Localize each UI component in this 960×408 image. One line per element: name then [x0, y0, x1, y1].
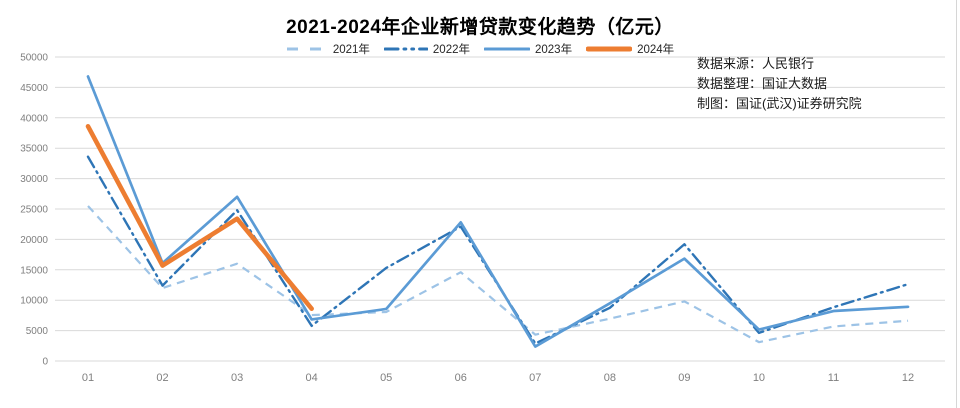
x-tick-label: 04 — [306, 372, 318, 384]
legend-item-2022: 2022年 — [383, 41, 470, 57]
x-tick-label: 09 — [678, 372, 690, 384]
y-tick-label: 25000 — [20, 205, 48, 216]
x-tick-label: 12 — [902, 372, 914, 384]
chart-legend: 2021年 2022年 2023年 2024年 — [0, 41, 960, 57]
source-annotation: 数据来源：人民银行 数据整理：国证大数据 制图：国证(武汉)证券研究院 — [697, 54, 862, 114]
right-edge-divider — [956, 0, 957, 408]
legend-line-sample-2021 — [286, 47, 327, 51]
legend-line-sample-2022 — [383, 47, 428, 51]
y-tick-label: 40000 — [20, 113, 48, 124]
x-tick-label: 11 — [828, 372, 839, 384]
y-tick-label: 15000 — [20, 265, 48, 276]
x-tick-label: 03 — [231, 372, 243, 384]
y-tick-label: 35000 — [20, 144, 48, 155]
legend-line-sample-2024 — [586, 46, 633, 52]
y-tick-label: 10000 — [20, 296, 48, 307]
y-tick-label: 5000 — [26, 326, 49, 337]
legend-item-2023: 2023年 — [484, 41, 572, 57]
x-tick-label: 10 — [753, 372, 765, 384]
x-tick-label: 05 — [380, 372, 392, 384]
y-tick-label: 0 — [42, 357, 48, 368]
x-tick-label: 08 — [604, 372, 616, 384]
data-source-line: 数据来源：人民银行 — [697, 56, 815, 71]
legend-item-2021: 2021年 — [286, 41, 370, 57]
x-tick-label: 02 — [156, 372, 168, 384]
y-tick-label: 45000 — [20, 83, 48, 94]
series-line-2021 — [87, 205, 909, 344]
legend-line-sample-2023 — [484, 47, 530, 51]
y-tick-label: 20000 — [20, 235, 48, 246]
legend-label-2024: 2024年 — [637, 44, 675, 56]
legend-item-2024: 2024年 — [586, 41, 674, 57]
series-line-2022 — [86, 155, 910, 345]
legend-label-2023: 2023年 — [535, 44, 573, 56]
x-tick-label: 07 — [529, 372, 541, 384]
x-tick-label: 06 — [455, 372, 467, 384]
y-tick-label: 50000 — [20, 53, 48, 64]
chart-credit-line: 制图：国证(武汉)证券研究院 — [697, 96, 862, 111]
series-line-2024 — [85, 124, 314, 312]
chart-title: 2021-2024年企业新增贷款变化趋势（亿元） — [286, 17, 674, 38]
legend-label-2022: 2022年 — [432, 44, 470, 56]
data-compiler-line: 数据整理：国证大数据 — [697, 76, 828, 91]
x-tick-label: 01 — [82, 372, 94, 384]
series-line-2023 — [86, 75, 910, 348]
y-tick-label: 30000 — [20, 174, 48, 185]
legend-label-2021: 2021年 — [332, 44, 370, 56]
